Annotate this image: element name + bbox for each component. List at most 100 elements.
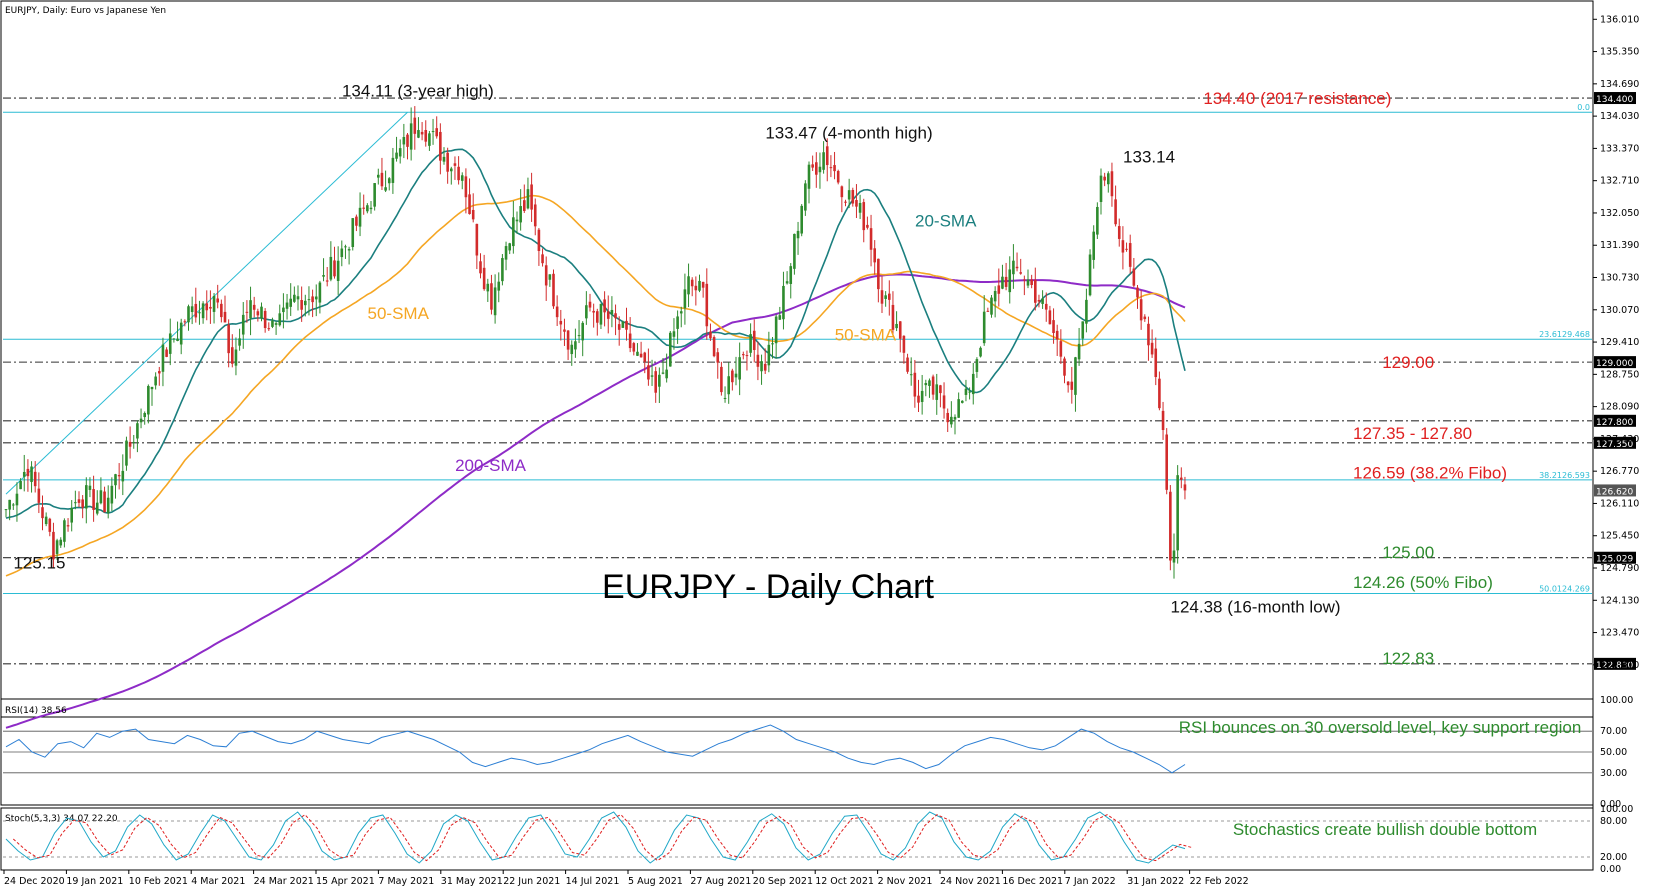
candle-body <box>687 276 690 295</box>
price-tag-text: 122.830 <box>1596 661 1633 671</box>
candle-body <box>490 283 493 310</box>
candle-body <box>800 205 803 234</box>
candle-body <box>143 413 146 418</box>
candle-body <box>869 228 873 250</box>
candle-body <box>643 352 647 362</box>
candle-body <box>537 229 541 251</box>
candle-body <box>625 320 628 330</box>
candle-body <box>942 395 946 409</box>
candle-body <box>1026 279 1030 286</box>
candle-body <box>752 330 756 350</box>
candle-body <box>362 207 365 209</box>
candle-body <box>530 184 533 210</box>
candle-body <box>658 374 661 387</box>
annotation: 200-SMA <box>455 456 527 475</box>
candle-body <box>77 499 81 503</box>
candle-body <box>628 333 632 349</box>
candle-body <box>946 412 949 423</box>
candle-body <box>413 117 417 134</box>
candle-body <box>380 172 384 187</box>
candle-body <box>906 357 909 372</box>
candle-body <box>917 395 920 403</box>
candle-body <box>716 352 720 363</box>
x-tick-label: 27 Aug 2021 <box>690 876 751 887</box>
candle-body <box>939 385 942 394</box>
candle-body <box>223 311 227 323</box>
candle-body <box>110 485 114 504</box>
candle-body <box>479 261 482 274</box>
candle-body <box>37 488 41 503</box>
candle-body <box>336 260 340 281</box>
candle-body <box>187 306 190 323</box>
candle-body <box>81 499 84 508</box>
candle-body <box>745 355 749 357</box>
candle-body <box>1055 330 1059 340</box>
candle-body <box>85 485 88 509</box>
stoch-tick: 100.00 <box>1600 804 1633 815</box>
candle-body <box>504 246 508 260</box>
candle-body <box>727 376 730 395</box>
candlestick-series <box>4 106 1187 579</box>
candle-body <box>74 502 77 504</box>
annotation: 125.00 <box>1382 543 1434 562</box>
candle-body <box>986 310 990 312</box>
candle-body <box>902 335 906 353</box>
candle-body <box>355 216 358 226</box>
candle-body <box>888 293 891 300</box>
candle-body <box>654 371 657 393</box>
candle-body <box>1154 348 1158 378</box>
candle-body <box>165 349 168 357</box>
x-tick-label: 31 Jan 2022 <box>1127 876 1184 887</box>
candle-body <box>435 128 438 137</box>
candle-body <box>884 295 887 299</box>
candle-body <box>333 260 336 277</box>
y-tick-label: 126.110 <box>1600 498 1639 509</box>
rsi-tick: 70.00 <box>1600 726 1627 737</box>
candle-body <box>92 489 95 510</box>
candle-body <box>778 315 782 320</box>
candle-body <box>822 152 825 170</box>
candle-body <box>128 441 132 447</box>
x-tick-label: 24 Mar 2021 <box>254 876 314 887</box>
stoch-tick: 80.00 <box>1600 816 1627 827</box>
candle-body <box>409 123 413 150</box>
candle-body <box>767 344 771 366</box>
candle-body <box>632 343 636 352</box>
candle-body <box>523 200 526 211</box>
candle-body <box>132 442 136 444</box>
candle-body <box>493 287 497 316</box>
candle-body <box>8 499 11 510</box>
candle-body <box>738 357 741 380</box>
candle-body <box>307 299 311 301</box>
candle-body <box>194 303 198 318</box>
candle-body <box>1085 299 1088 324</box>
y-tick-label: 124.790 <box>1600 563 1639 574</box>
x-axis-ticks: 24 Dec 2020 19 Jan 2021 10 Feb 2021 4 Mar 2… <box>3 870 1249 887</box>
candle-body <box>679 311 683 314</box>
candle-body <box>636 351 639 356</box>
rsi-indicator: 100.00 70.00 50.00 30.00 0.00 <box>3 695 1633 810</box>
y-tick-label: 128.750 <box>1600 369 1639 380</box>
candle-body <box>1161 410 1165 430</box>
chart-header: EURJPY, Daily: Euro vs Japanese Yen <box>5 6 166 16</box>
fibo-label: 50.0124.269 <box>1539 584 1590 593</box>
y-tick-label: 128.090 <box>1600 402 1639 413</box>
candle-body <box>4 509 8 511</box>
candle-body <box>541 254 544 264</box>
y-tick-label: 130.070 <box>1600 305 1639 316</box>
candle-body <box>442 156 446 162</box>
candle-body <box>70 507 73 523</box>
candle-body <box>114 474 117 486</box>
candle-body <box>161 344 165 372</box>
candle-body <box>647 365 650 380</box>
candle-body <box>1172 550 1176 563</box>
x-tick-label: 16 Dec 2021 <box>1002 876 1063 887</box>
candle-body <box>486 283 490 292</box>
candle-body <box>1008 269 1012 293</box>
candle-body <box>723 397 727 399</box>
candle-body <box>387 178 391 184</box>
stoch-tick: 0.00 <box>1600 864 1621 875</box>
candle-body <box>1103 176 1106 181</box>
candle-body <box>603 299 606 313</box>
x-tick-label: 5 Aug 2021 <box>628 876 683 887</box>
